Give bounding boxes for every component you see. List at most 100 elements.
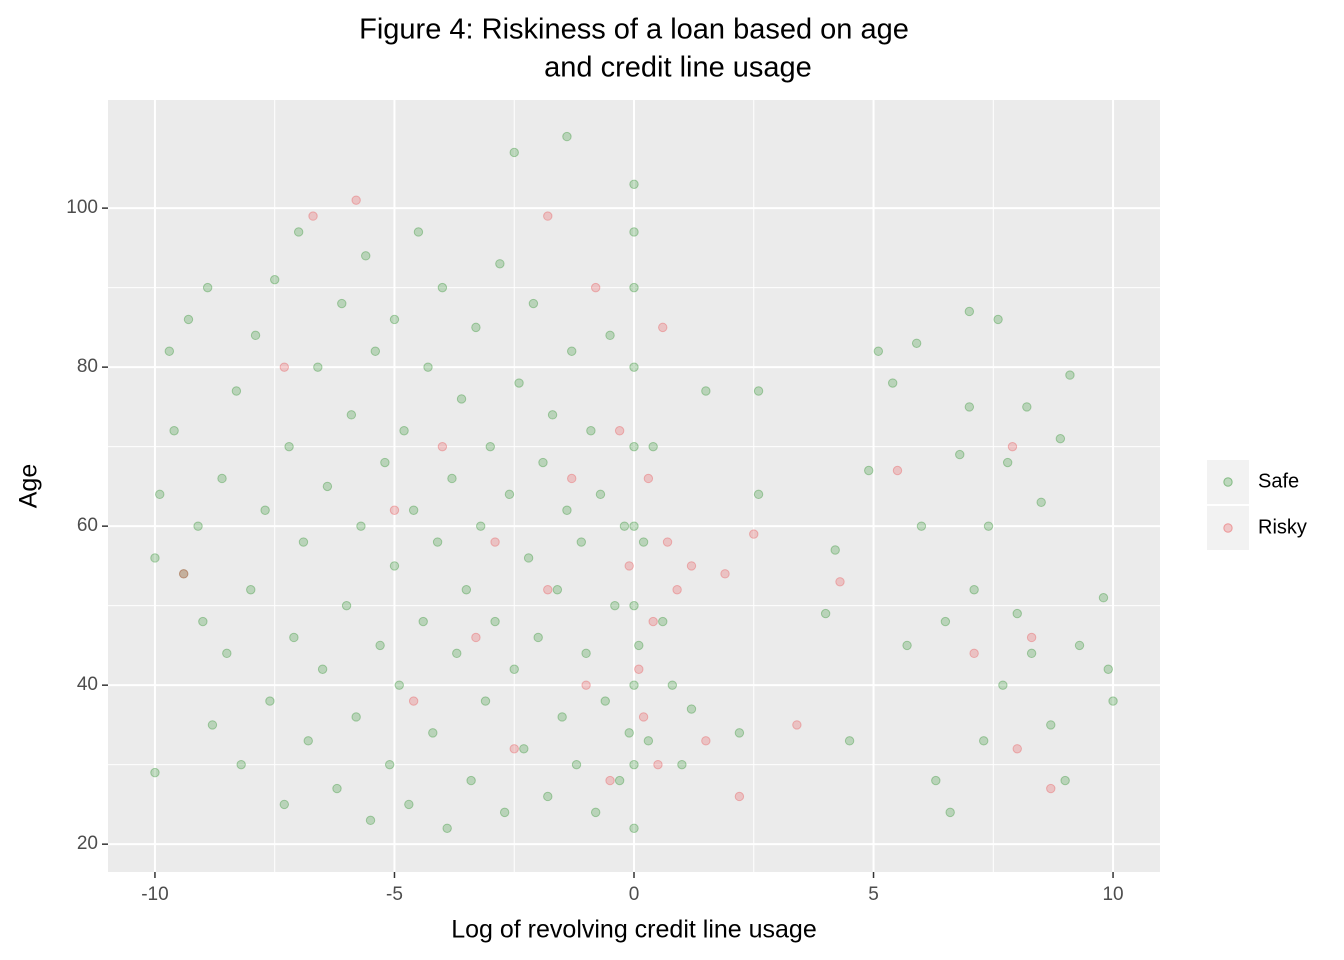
point bbox=[284, 441, 294, 452]
point bbox=[432, 537, 443, 547]
point bbox=[931, 775, 941, 786]
point bbox=[753, 386, 764, 396]
point bbox=[686, 561, 697, 571]
point bbox=[629, 680, 639, 690]
point bbox=[1002, 457, 1013, 468]
legend-label: Safe bbox=[1258, 470, 1299, 492]
point bbox=[1026, 648, 1037, 659]
point bbox=[356, 521, 366, 531]
point bbox=[629, 282, 639, 293]
point bbox=[404, 799, 414, 810]
point bbox=[820, 608, 831, 619]
point bbox=[399, 426, 409, 436]
point bbox=[562, 131, 572, 142]
point bbox=[629, 227, 639, 237]
point bbox=[485, 441, 495, 452]
point bbox=[614, 426, 625, 436]
point bbox=[634, 640, 644, 651]
point bbox=[792, 720, 802, 730]
point bbox=[313, 362, 323, 372]
point bbox=[543, 791, 553, 802]
point bbox=[830, 545, 840, 555]
legend-symbol bbox=[1223, 477, 1233, 487]
point bbox=[423, 362, 433, 372]
point bbox=[303, 736, 313, 746]
point bbox=[629, 823, 639, 833]
point bbox=[265, 696, 275, 706]
legend-symbol bbox=[1223, 523, 1233, 533]
point bbox=[260, 505, 270, 515]
point bbox=[408, 696, 419, 706]
point bbox=[471, 322, 481, 333]
point bbox=[437, 441, 448, 452]
point bbox=[916, 521, 927, 531]
point bbox=[365, 815, 376, 826]
point bbox=[428, 728, 438, 738]
point bbox=[466, 775, 476, 786]
point bbox=[590, 807, 601, 818]
point bbox=[279, 799, 289, 810]
legend-key bbox=[1207, 460, 1249, 504]
point bbox=[270, 274, 280, 285]
point bbox=[279, 362, 289, 372]
point bbox=[643, 736, 654, 746]
point bbox=[293, 227, 304, 237]
point bbox=[1098, 593, 1109, 603]
point bbox=[322, 481, 333, 492]
point bbox=[605, 330, 615, 341]
point bbox=[332, 783, 342, 794]
point bbox=[1055, 433, 1066, 444]
point bbox=[892, 465, 903, 476]
point bbox=[653, 759, 663, 770]
point bbox=[567, 346, 577, 356]
point bbox=[504, 489, 515, 500]
point bbox=[624, 728, 634, 738]
point bbox=[1022, 402, 1032, 412]
point bbox=[600, 696, 610, 706]
point bbox=[629, 600, 639, 611]
point bbox=[289, 632, 299, 643]
point bbox=[979, 736, 989, 746]
point bbox=[538, 457, 548, 468]
point bbox=[1046, 783, 1056, 794]
point bbox=[734, 728, 745, 738]
point bbox=[638, 537, 649, 547]
point bbox=[614, 775, 625, 786]
x-tick-label: 5 bbox=[868, 884, 879, 905]
point bbox=[499, 807, 510, 818]
point bbox=[150, 767, 160, 778]
point bbox=[658, 322, 668, 333]
point bbox=[389, 314, 400, 325]
point bbox=[178, 569, 189, 579]
point bbox=[533, 632, 543, 643]
point bbox=[543, 211, 553, 221]
point bbox=[567, 473, 577, 484]
point bbox=[509, 744, 519, 754]
x-tick-label: -5 bbox=[386, 884, 403, 905]
point bbox=[437, 282, 448, 293]
chart-title: and credit line usage bbox=[544, 52, 812, 84]
point bbox=[523, 553, 534, 563]
y-axis-label: Age bbox=[15, 464, 43, 508]
point bbox=[384, 759, 395, 770]
point bbox=[389, 505, 400, 515]
chart-title: Figure 4: Riskiness of a loan based on a… bbox=[359, 14, 909, 46]
point bbox=[629, 179, 639, 189]
point bbox=[375, 640, 385, 651]
point bbox=[370, 346, 381, 356]
point bbox=[543, 585, 553, 595]
point bbox=[610, 600, 620, 611]
point bbox=[955, 449, 965, 460]
point bbox=[643, 473, 654, 484]
point bbox=[183, 314, 194, 325]
point bbox=[1046, 720, 1056, 730]
point bbox=[164, 346, 175, 356]
point bbox=[341, 600, 352, 611]
point bbox=[686, 704, 697, 714]
point bbox=[624, 561, 634, 571]
point bbox=[581, 680, 591, 690]
point bbox=[351, 712, 361, 722]
point bbox=[461, 585, 472, 595]
point bbox=[308, 211, 318, 221]
